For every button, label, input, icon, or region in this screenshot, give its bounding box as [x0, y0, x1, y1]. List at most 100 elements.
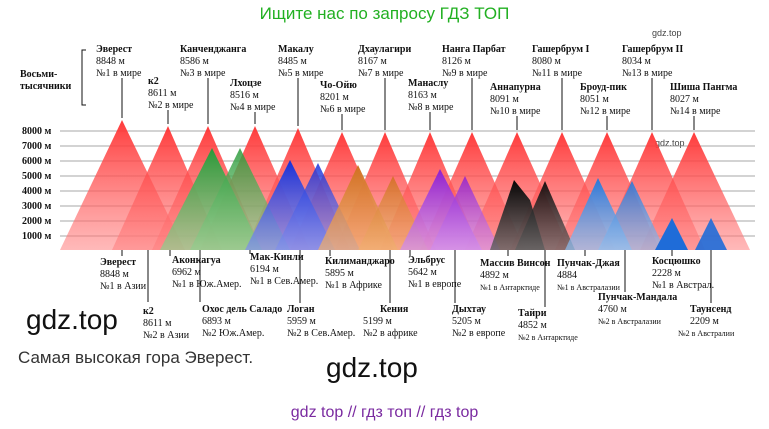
continent-peak-label: Тайри 4852 м №2 в Антарктиде	[518, 250, 578, 342]
caption: Самая высокая гора Эверест.	[18, 348, 254, 367]
svg-text:8163 м: 8163 м	[408, 90, 438, 101]
svg-text:№2 в мире: №2 в мире	[148, 100, 194, 111]
mountains-diagram: Восьми- тысячники 8000 м 7000 м 6000 м 5…	[20, 44, 755, 342]
top-peak-label: Чо-Ойю 8201 м №6 в мире	[320, 80, 366, 130]
svg-text:№1 в Сев.Амер.: №1 в Сев.Амер.	[250, 276, 318, 287]
svg-text:4852 м: 4852 м	[518, 320, 548, 331]
watermark-small: gdz.top	[655, 138, 685, 148]
svg-text:Манаслу: Манаслу	[408, 78, 448, 89]
continent-peak-label: Дыхтау 5205 м №2 в европе	[452, 250, 506, 339]
svg-text:Пунчак-Мандала: Пунчак-Мандала	[598, 292, 677, 303]
mountain-puncak-mandala	[598, 181, 665, 250]
svg-text:6893 м: 6893 м	[202, 316, 232, 327]
svg-text:5642 м: 5642 м	[408, 267, 438, 278]
svg-text:Шиша Пангма: Шиша Пангма	[670, 82, 737, 93]
svg-text:Тайри: Тайри	[518, 308, 547, 319]
top-peak-label: Дхаулагири 8167 м №7 в мире	[358, 44, 411, 130]
axis-label: 8000 м	[22, 126, 52, 137]
svg-text:к2: к2	[143, 306, 154, 317]
svg-text:6962 м: 6962 м	[172, 267, 202, 278]
mountain-townsend	[695, 218, 727, 250]
svg-text:Аннапурна: Аннапурна	[490, 82, 541, 93]
continent-peak-label: Таунсенд 2209 м №2 в Австралии	[678, 250, 735, 338]
y-axis: 8000 м 7000 м 6000 м 5000 м 4000 м 3000 …	[22, 126, 52, 242]
svg-text:8611 м: 8611 м	[148, 88, 177, 99]
svg-text:8034 м: 8034 м	[622, 56, 652, 67]
svg-text:№2 в Австралии: №2 в Австралии	[678, 329, 735, 338]
svg-text:Канченджанга: Канченджанга	[180, 44, 246, 55]
mountain-tyree	[515, 181, 575, 250]
axis-label: 6000 м	[22, 156, 52, 167]
svg-text:№1 в Австралазии: №1 в Австралазии	[557, 283, 621, 292]
svg-text:Дыхтау: Дыхтау	[452, 304, 486, 315]
continent-peak-label: Пунчак-Джая 4884 №1 в Австралазии	[557, 250, 621, 292]
svg-text:8080 м: 8080 м	[532, 56, 562, 67]
svg-text:№1 в Австрал.: №1 в Австрал.	[652, 280, 714, 291]
svg-text:8091 м: 8091 м	[490, 94, 520, 105]
svg-text:8126 м: 8126 м	[442, 56, 472, 67]
svg-text:№2 в африке: №2 в африке	[363, 328, 418, 339]
svg-text:6194 м: 6194 м	[250, 264, 280, 275]
axis-label: 7000 м	[22, 141, 52, 152]
top-peak-label: Манаслу 8163 м №8 в мире	[408, 78, 454, 130]
continent-peak-label: Кения 5199 м №2 в африке	[363, 250, 418, 339]
svg-text:Косцюшко: Косцюшко	[652, 256, 701, 267]
diagram-title: тысячники	[20, 81, 71, 92]
mountain-shishapangma	[640, 132, 750, 250]
svg-text:8027 м: 8027 м	[670, 94, 700, 105]
svg-text:№7 в мире: №7 в мире	[358, 68, 404, 79]
svg-text:2228 м: 2228 м	[652, 268, 682, 279]
svg-text:№2 в Азии: №2 в Азии	[143, 330, 190, 341]
continent-peak-label: Аконкагуа 6962 м №1 в Юж.Амер.	[169, 250, 242, 290]
svg-text:Мак-Кинли: Мак-Кинли	[250, 252, 304, 263]
top-peak-label: Броуд-пик 8051 м №12 в мире	[580, 82, 631, 130]
svg-text:Логан: Логан	[287, 304, 315, 315]
search-banner: Ищите нас по запросу ГДЗ ТОП	[259, 4, 510, 23]
svg-text:№8 в мире: №8 в мире	[408, 102, 454, 113]
svg-text:№13 в мире: №13 в мире	[622, 68, 673, 79]
svg-text:Пунчак-Джая: Пунчак-Джая	[557, 258, 620, 269]
svg-text:№3 в мире: №3 в мире	[180, 68, 226, 79]
svg-text:Макалу: Макалу	[278, 44, 314, 55]
watermark-small: gdz.top	[652, 28, 682, 38]
axis-label: 3000 м	[22, 201, 52, 212]
continent-peak-label: Охос дель Саладо 6893 м №2 Юж.Амер.	[199, 250, 282, 339]
continent-peak-label: к2 8611 м №2 в Азии	[143, 250, 190, 341]
continent-peak-label: Мак-Кинли 6194 м №1 в Сев.Амер.	[249, 250, 318, 287]
bottom-links: gdz top // гдз топ // гдз top	[290, 404, 479, 421]
top-peak-label: Канченджанга 8586 м №3 в мире	[180, 44, 246, 124]
continental-mountains	[160, 148, 727, 250]
svg-text:Гашербрум I: Гашербрум I	[532, 44, 590, 55]
top-peak-label: Гашербрум II 8034 м №13 в мире	[622, 44, 683, 130]
svg-text:8485 м: 8485 м	[278, 56, 308, 67]
svg-text:8201 м: 8201 м	[320, 92, 350, 103]
svg-text:№11 в мире: №11 в мире	[532, 68, 583, 79]
svg-text:5959 м: 5959 м	[287, 316, 317, 327]
top-peak-label: Лхоцзе 8516 м №4 в мире	[230, 78, 276, 124]
svg-text:№1 в Азии: №1 в Азии	[100, 281, 147, 292]
svg-text:8167 м: 8167 м	[358, 56, 388, 67]
svg-text:№6 в мире: №6 в мире	[320, 104, 366, 115]
svg-text:№5 в мире: №5 в мире	[278, 68, 324, 79]
svg-text:4884: 4884	[557, 270, 577, 281]
svg-text:Лхоцзе: Лхоцзе	[230, 78, 262, 89]
axis-label: 4000 м	[22, 186, 52, 197]
title-bracket	[81, 49, 86, 106]
svg-text:Эльбрус: Эльбрус	[408, 255, 446, 266]
svg-text:Чо-Ойю: Чо-Ойю	[320, 80, 357, 91]
continent-peak-label: Килиманджаро 5895 м №1 в Африке	[325, 250, 395, 291]
svg-text:Охос дель Саладо: Охос дель Саладо	[202, 304, 282, 315]
svg-text:№2 в Сев.Амер.: №2 в Сев.Амер.	[287, 328, 355, 339]
svg-text:Броуд-пик: Броуд-пик	[580, 82, 627, 93]
axis-label: 2000 м	[22, 216, 52, 227]
svg-text:№2 в Антарктиде: №2 в Антарктиде	[518, 333, 578, 342]
continent-peak-label: Эверест 8848 м №1 в Азии	[100, 250, 147, 292]
svg-text:Массив Винсон: Массив Винсон	[480, 258, 551, 269]
watermark-big: gdz.top	[26, 304, 118, 335]
svg-text:Аконкагуа: Аконкагуа	[172, 255, 221, 266]
continent-peak-label: Массив Винсон 4892 м №1 в Антарктиде	[480, 250, 551, 292]
svg-text:№12 в мире: №12 в мире	[580, 106, 631, 117]
svg-text:Нанга Парбат: Нанга Парбат	[442, 44, 506, 55]
svg-text:4892 м: 4892 м	[480, 270, 510, 281]
top-labels: Эверест 8848 м №1 в мире к2 8611 м №2 в …	[96, 44, 737, 130]
